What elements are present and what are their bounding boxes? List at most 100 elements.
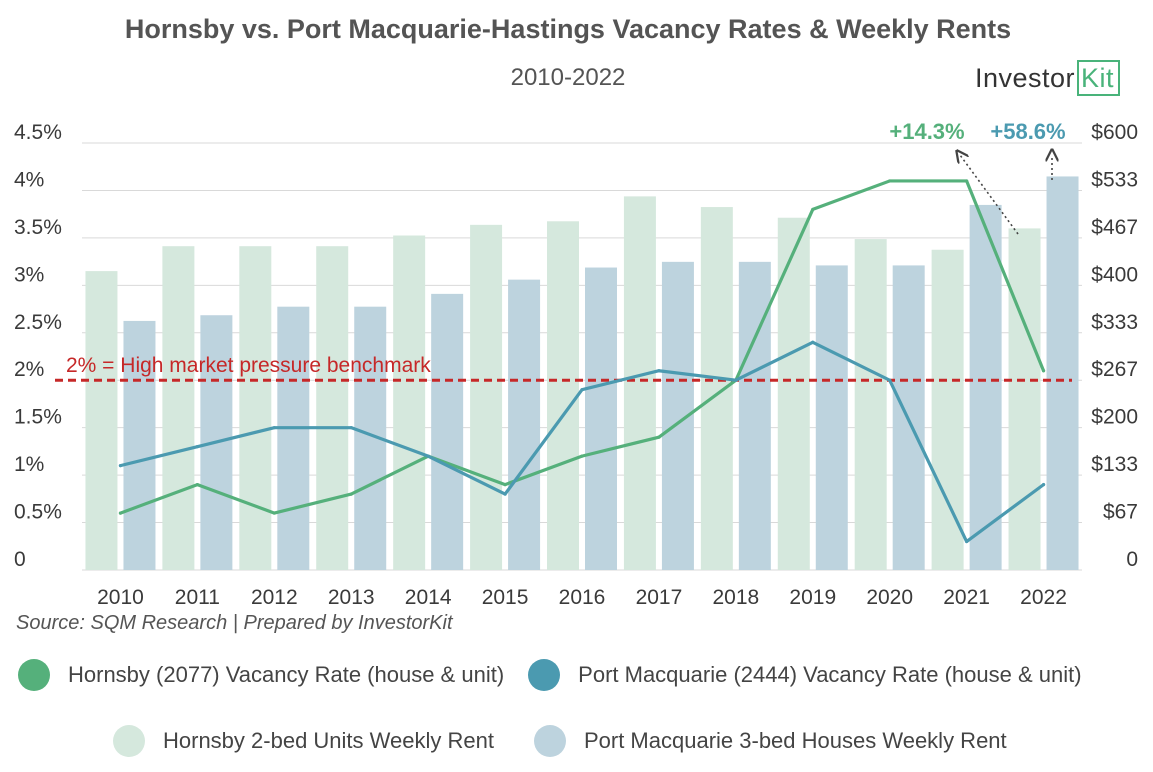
benchmark-label: 2% = High market pressure benchmark	[66, 354, 431, 377]
point-hornsby-vacancy	[811, 207, 815, 212]
bar-hornsby-rent	[931, 249, 964, 570]
x-tick-label: 2011	[175, 586, 220, 609]
point-hornsby-vacancy	[657, 435, 661, 439]
point-portmac-vacancy	[888, 378, 892, 382]
bar-portmac-rent	[277, 306, 310, 570]
chart-title: Hornsby vs. Port Macquarie-Hastings Vaca…	[124, 14, 1012, 44]
point-portmac-vacancy	[349, 426, 353, 430]
legend-item-hornsby-rent: Hornsby 2-bed Units Weekly Rent	[113, 725, 494, 757]
bar-portmac-rent	[1046, 176, 1079, 570]
y-right-tick-label: $400	[1091, 263, 1138, 286]
y-right-tick-label: $67	[1103, 501, 1138, 524]
point-portmac-vacancy	[657, 369, 661, 373]
bar-hornsby-rent	[547, 221, 579, 571]
y-right-tick-label: $533	[1091, 168, 1138, 191]
legend-item-portmac-rent: Port Macquarie 3-bed Houses Weekly Rent	[533, 725, 1007, 757]
chart-canvas: 0 0 0.5% $67 1% $133 1.5% $200 2% $267 2.5% $333 3% $…	[14, 119, 1138, 609]
point-hornsby-vacancy	[503, 483, 507, 487]
point-hornsby-vacancy	[272, 511, 276, 515]
y-left-tick-label: 4%	[14, 168, 44, 191]
x-tick-label: 2010	[97, 586, 144, 609]
legend-row-lines: Hornsby (2077) Vacancy Rate (house & uni…	[18, 659, 1082, 691]
legend-item-portmac-vacancy: Port Macquarie (2444) Vacancy Rate (hous…	[528, 659, 1082, 691]
point-portmac-vacancy	[272, 426, 276, 430]
bar-hornsby-rent	[1008, 228, 1041, 570]
legend-swatch	[18, 659, 50, 691]
point-portmac-vacancy	[734, 378, 738, 382]
point-portmac-vacancy	[195, 445, 199, 449]
legend-item-hornsby-vacancy: Hornsby (2077) Vacancy Rate (house & uni…	[18, 659, 504, 691]
point-hornsby-vacancy	[118, 511, 123, 515]
bar-hornsby-rent	[854, 239, 887, 570]
y-left-tick-label: 0	[14, 548, 26, 571]
y-right-tick-label: 0	[1126, 548, 1138, 571]
y-left-tick-label: 1%	[14, 453, 44, 476]
point-hornsby-vacancy	[1041, 369, 1046, 373]
bar-portmac-rent	[815, 265, 848, 570]
y-left-tick-label: 2%	[14, 358, 44, 381]
y-right-tick-label: $133	[1091, 453, 1138, 476]
bar-hornsby-rent	[393, 235, 426, 570]
x-tick-label: 2014	[405, 586, 452, 609]
point-portmac-vacancy	[1041, 483, 1046, 487]
annotation-arrow	[960, 155, 1019, 235]
bar-hornsby-rent	[85, 271, 118, 570]
legend-label: Hornsby 2-bed Units Weekly Rent	[163, 728, 494, 753]
y-right-tick-label: $333	[1091, 311, 1138, 334]
source-note: Source: SQM Research | Prepared by Inves…	[16, 612, 453, 634]
y-left-tick-label: 3.5%	[14, 216, 62, 239]
legend-label: Hornsby (2077) Vacancy Rate (house & uni…	[68, 662, 505, 687]
point-portmac-vacancy	[503, 492, 507, 496]
investorkit-logo: Investor Kit	[975, 60, 1121, 96]
bar-hornsby-rent	[316, 246, 349, 571]
chart-subtitle: 2010-2022	[510, 64, 626, 91]
x-tick-label: 2022	[1020, 586, 1067, 609]
bar-hornsby-rent	[162, 246, 195, 571]
y-right-tick-label: $467	[1091, 216, 1138, 239]
x-tick-label: 2019	[789, 586, 836, 609]
legend-swatch	[113, 725, 145, 757]
y-left-tick-label: 4.5%	[14, 121, 62, 144]
x-tick-label: 2018	[712, 586, 759, 609]
x-tick-label: 2015	[482, 586, 529, 609]
bar-portmac-rent	[738, 261, 771, 570]
point-portmac-vacancy	[118, 464, 123, 468]
bar-hornsby-rent	[623, 196, 656, 570]
x-tick-label: 2016	[559, 586, 606, 609]
point-portmac-vacancy	[811, 340, 815, 344]
x-tick-label: 2021	[943, 586, 990, 609]
legend-swatch	[528, 659, 561, 691]
y-left-tick-label: 1.5%	[14, 406, 62, 429]
y-right-tick-label: $600	[1091, 121, 1138, 144]
logo-text: Investor	[975, 63, 1076, 93]
legend-row-bars: Hornsby 2-bed Units Weekly Rent Port Mac…	[113, 725, 1007, 757]
bar-hornsby-rent	[470, 224, 503, 570]
y-right-tick-label: $267	[1091, 358, 1138, 381]
legend-swatch	[533, 725, 566, 757]
annotation-portmac-change: +58.6%	[990, 119, 1065, 144]
point-hornsby-vacancy	[965, 179, 969, 183]
bar-portmac-rent	[969, 204, 1002, 571]
y-left-tick-label: 2.5%	[14, 311, 62, 334]
point-hornsby-vacancy	[580, 454, 584, 458]
x-tick-label: 2020	[866, 586, 913, 609]
logo-kit-box: Kit	[1077, 60, 1121, 96]
point-hornsby-vacancy	[888, 179, 892, 183]
y-right-tick-label: $200	[1091, 406, 1138, 429]
bar-portmac-rent	[123, 320, 156, 570]
bar-portmac-rent	[585, 267, 617, 570]
x-tick-label: 2013	[328, 586, 375, 609]
bar-portmac-rent	[431, 293, 464, 570]
point-hornsby-vacancy	[349, 492, 353, 496]
y-left-tick-label: 3%	[14, 263, 44, 286]
bar-portmac-rent	[508, 279, 541, 570]
y-left-tick-label: 0.5%	[14, 501, 62, 524]
bar-hornsby-rent	[700, 207, 733, 571]
bar-hornsby-rent	[239, 246, 272, 571]
x-tick-label: 2017	[636, 586, 683, 609]
point-portmac-vacancy	[580, 388, 584, 392]
annotation-hornsby-change: +14.3%	[889, 119, 964, 144]
point-portmac-vacancy	[965, 539, 969, 544]
x-tick-label: 2012	[251, 586, 298, 609]
point-portmac-vacancy	[426, 454, 430, 458]
